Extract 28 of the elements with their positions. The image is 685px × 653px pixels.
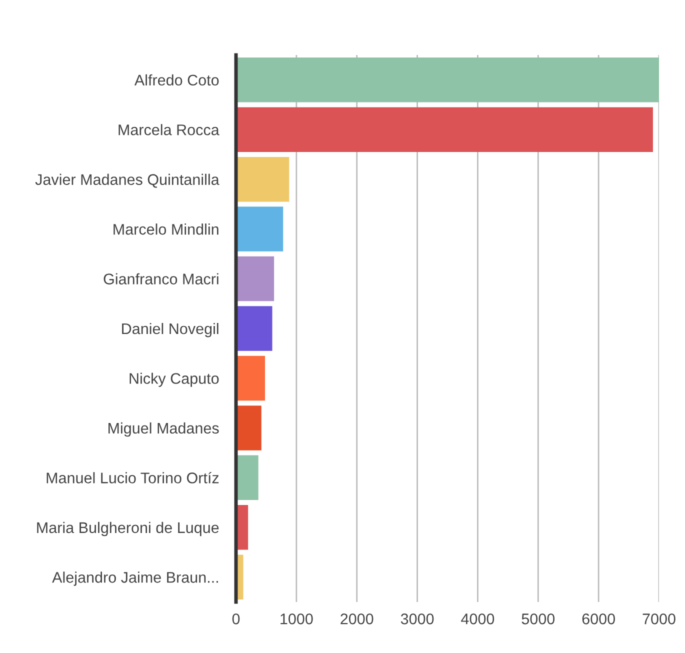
- bar: [236, 256, 274, 302]
- x-tick-label: 0: [232, 614, 240, 624]
- x-tick-label: 3000: [400, 614, 434, 624]
- y-tick-label: Gianfranco Macri: [104, 273, 218, 284]
- x-tick-label: 6000: [582, 614, 615, 624]
- bar: [236, 107, 653, 152]
- y-tick-label: Marcelo Mindlin: [114, 224, 218, 235]
- y-tick-label: Marcela Rocca: [118, 124, 220, 136]
- x-tick-label: 7000: [642, 614, 676, 624]
- y-tick-label: Manuel Lucio Torino Ortíz: [46, 472, 219, 484]
- y-tick-label: Alejandro Jaime Braun...: [52, 572, 218, 586]
- y-tick-label: Nicky Caputo: [130, 372, 219, 387]
- bar: [236, 455, 258, 500]
- y-tick-label: Maria Bulgheroni de Luque: [37, 522, 219, 536]
- y-tick-label: Daniel Novegil: [122, 322, 218, 338]
- x-tick-label: 5000: [522, 614, 555, 624]
- bar: [236, 57, 659, 102]
- bar: [236, 356, 266, 401]
- y-tick-label: Javier Madanes Quintanilla: [35, 174, 220, 188]
- x-tick-label: 2000: [340, 614, 374, 624]
- bar: [236, 306, 272, 351]
- y-tick-label: Alfredo Coto: [134, 74, 219, 86]
- bar: [236, 156, 290, 202]
- bar: [236, 406, 262, 450]
- x-tick-label: 4000: [461, 614, 494, 624]
- bar: [236, 206, 284, 252]
- y-tick-label: Miguel Madanes: [108, 422, 219, 437]
- x-tick-label: 1000: [280, 614, 313, 624]
